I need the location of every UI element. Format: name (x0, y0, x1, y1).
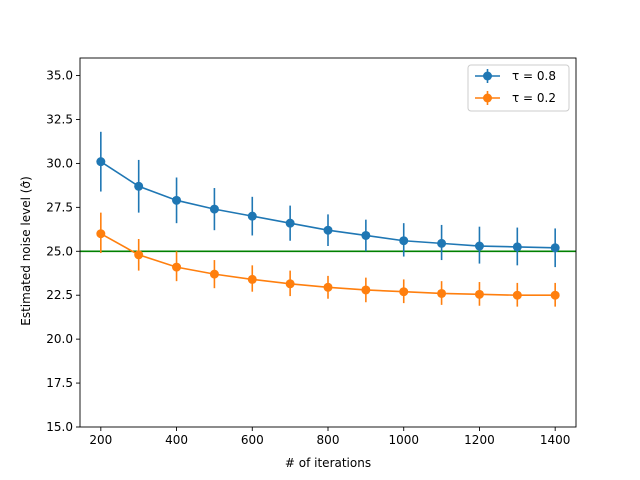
legend-marker (483, 93, 492, 103)
data-point (96, 229, 106, 239)
data-point (285, 279, 295, 289)
data-point (247, 211, 257, 221)
data-point (247, 274, 257, 284)
data-point (134, 250, 144, 260)
data-point (437, 288, 447, 298)
legend-marker (483, 71, 492, 81)
y-tick-label: 30.0 (46, 156, 73, 170)
y-tick-label: 22.5 (46, 288, 73, 302)
x-tick-label: 600 (241, 433, 264, 447)
y-tick-label: 17.5 (46, 376, 73, 390)
data-point (209, 204, 219, 214)
data-point (399, 287, 409, 297)
x-tick-label: 1000 (388, 433, 419, 447)
data-point (474, 289, 484, 299)
data-point (323, 282, 333, 292)
data-point (361, 285, 371, 295)
legend-item: τ = 0.8 (475, 69, 556, 83)
data-point (285, 218, 295, 228)
data-point (550, 290, 560, 300)
legend: τ = 0.8 τ = 0.2 (467, 64, 570, 112)
series-1 (96, 131, 560, 268)
data-point (209, 269, 219, 279)
x-tick-label: 200 (89, 433, 112, 447)
x-tick-label: 1200 (464, 433, 495, 447)
data-point (172, 262, 182, 272)
data-point (361, 230, 371, 240)
x-axis-label: # of iterations (285, 456, 371, 470)
data-point (512, 290, 522, 300)
data-point (474, 241, 484, 251)
legend-label: τ = 0.2 (512, 91, 556, 105)
data-point (96, 157, 106, 167)
y-axis-label: Estimated noise level (σ̂) (19, 176, 33, 325)
x-tick-label: 400 (165, 433, 188, 447)
axes: 200 400 600 800 1000 1200 1400 15.0 17.5 20.0 22.5… (46, 57, 577, 447)
data-point (550, 243, 560, 253)
y-tick-label: 35.0 (46, 69, 73, 83)
y-tick-label: 15.0 (46, 420, 73, 434)
y-tick-label: 32.5 (46, 113, 73, 127)
series-2 (96, 212, 560, 307)
data-point (437, 238, 447, 248)
data-point (323, 225, 333, 235)
data-point (134, 181, 144, 191)
data-point (172, 195, 182, 205)
y-tick-label: 20.0 (46, 332, 73, 346)
x-tick-label: 1400 (540, 433, 571, 447)
data-point (512, 242, 522, 252)
legend-label: τ = 0.8 (512, 69, 556, 83)
y-tick-label: 27.5 (46, 200, 73, 214)
y-tick-label: 25.0 (46, 244, 73, 258)
data-point (399, 236, 409, 246)
x-tick-label: 800 (317, 433, 340, 447)
plot-area (80, 131, 576, 307)
legend-item: τ = 0.2 (475, 91, 556, 105)
